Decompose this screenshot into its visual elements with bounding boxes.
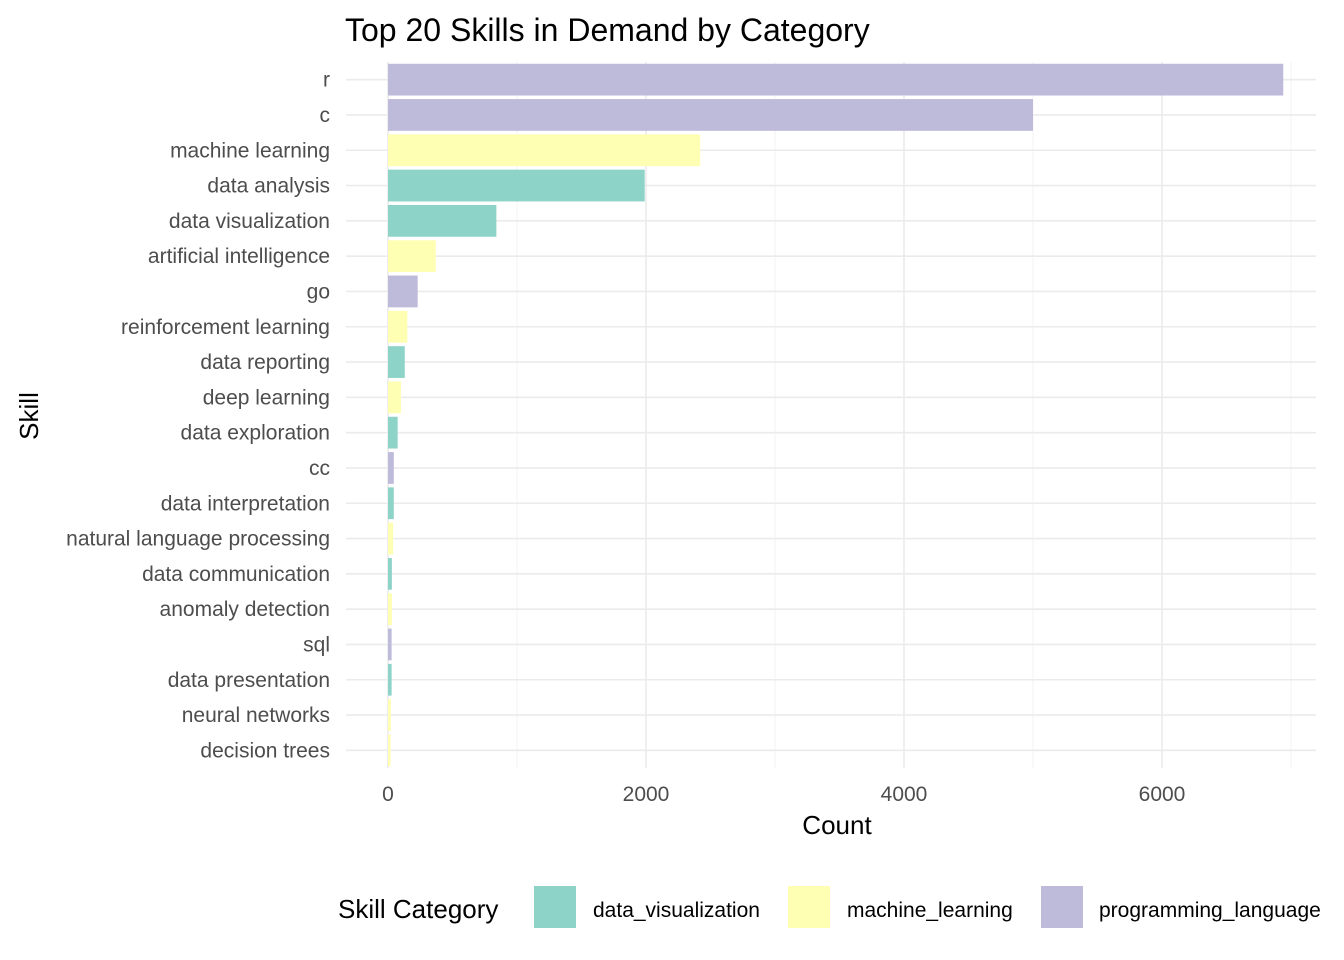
bar-anomaly-detection bbox=[388, 593, 392, 626]
y-tick-label: sql bbox=[303, 633, 330, 656]
y-tick-label: data communication bbox=[142, 563, 330, 586]
y-tick-label: data presentation bbox=[168, 669, 330, 692]
y-tick-label: neural networks bbox=[182, 704, 330, 727]
y-tick-label: machine learning bbox=[170, 139, 330, 162]
bar-c bbox=[388, 99, 1033, 131]
bar-data-communication bbox=[388, 557, 392, 590]
y-tick-label: data analysis bbox=[207, 175, 330, 198]
bar-reinforcement-learning bbox=[388, 310, 408, 343]
x-tick-labels: 0 2000 4000 6000 bbox=[382, 783, 1185, 806]
bar-natural-language-processing bbox=[388, 522, 394, 555]
x-tick-label: 4000 bbox=[881, 783, 928, 806]
legend-swatch-programming-language bbox=[1041, 886, 1083, 928]
legend-title: Skill Category bbox=[338, 894, 498, 924]
bars bbox=[388, 63, 1284, 767]
bar-data-visualization bbox=[388, 204, 497, 237]
y-tick-label: anomaly detection bbox=[160, 598, 330, 621]
bar-r bbox=[388, 63, 1284, 96]
y-tick-label: go bbox=[307, 280, 330, 303]
bar-data-analysis bbox=[388, 169, 645, 202]
legend-swatch-data-visualization bbox=[534, 886, 576, 928]
x-axis-title: Count bbox=[802, 810, 872, 840]
y-tick-labels: rc machine learning data analysis data visu… bbox=[66, 69, 330, 763]
bar-artificial-intelligence bbox=[388, 240, 436, 273]
y-tick-label: data exploration bbox=[181, 422, 330, 445]
bar-cc bbox=[388, 452, 394, 484]
y-tick-label: cc bbox=[309, 457, 330, 480]
bar-machine-learning bbox=[388, 134, 701, 167]
y-tick-label: decision trees bbox=[200, 739, 330, 762]
y-tick-label: data visualization bbox=[169, 210, 330, 233]
bar-neural-networks bbox=[388, 699, 391, 731]
y-axis-title: Skill bbox=[14, 392, 44, 440]
legend-swatch-machine-learning bbox=[788, 886, 830, 928]
x-tick-label: 6000 bbox=[1139, 783, 1186, 806]
y-tick-label: data reporting bbox=[200, 351, 330, 374]
legend-label-machine-learning: machine_learning bbox=[847, 899, 1013, 922]
x-tick-label: 2000 bbox=[623, 783, 670, 806]
y-tick-label: data interpretation bbox=[161, 492, 330, 515]
legend-label-data-visualization: data_visualization bbox=[593, 899, 760, 922]
chart-title: Top 20 Skills in Demand by Category bbox=[345, 12, 870, 48]
bar-data-exploration bbox=[388, 416, 398, 449]
y-tick-label: deep learning bbox=[203, 386, 330, 409]
legend-label-programming-language: programming_language bbox=[1099, 899, 1321, 922]
bar-deep-learning bbox=[388, 381, 401, 414]
bar-decision-trees bbox=[388, 734, 391, 767]
y-tick-label: r bbox=[323, 69, 330, 92]
bar-sql bbox=[388, 628, 392, 661]
bar-go bbox=[388, 275, 418, 308]
bar-data-presentation bbox=[388, 663, 392, 696]
bar-data-interpretation bbox=[388, 487, 394, 520]
x-tick-label: 0 bbox=[382, 783, 394, 806]
grid-lines bbox=[346, 62, 1316, 768]
y-tick-label: c bbox=[320, 104, 331, 127]
legend: Skill Category data_visualization machine… bbox=[338, 886, 1321, 928]
y-tick-label: natural language processing bbox=[66, 528, 330, 551]
y-tick-label: artificial intelligence bbox=[148, 245, 330, 268]
bar-data-reporting bbox=[388, 346, 405, 378]
y-tick-label: reinforcement learning bbox=[121, 316, 330, 339]
